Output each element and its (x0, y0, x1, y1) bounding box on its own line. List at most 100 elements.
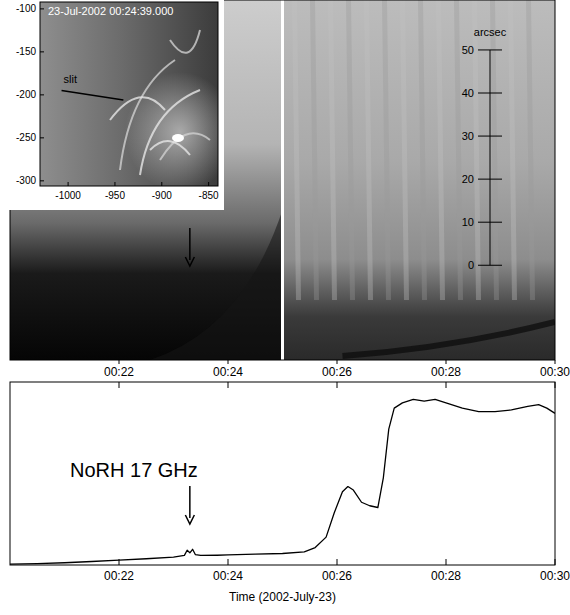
inset-loop (160, 133, 210, 160)
arrow-head (185, 257, 194, 266)
x-tick (446, 559, 447, 565)
x-tick-top (228, 382, 229, 388)
figure: 0 10 20 30 40 50arcsec 00:22 00:24 00:26 00:28 00:… (0, 0, 570, 615)
scale-tick (478, 93, 502, 94)
scale-bar (490, 50, 491, 265)
image-texture (439, 0, 443, 300)
x-tick (119, 559, 120, 565)
x-tick-label: 00:28 (431, 365, 461, 379)
inset-loop (110, 97, 165, 120)
slit-label: slit (64, 73, 77, 85)
top-image (10, 0, 555, 360)
x-tick-label: 00:30 (540, 365, 570, 379)
image-texture (403, 0, 407, 300)
x-tick-label: 00:28 (431, 569, 461, 583)
inset-y-label: -200 (16, 89, 36, 100)
x-tick-label: 00:26 (322, 365, 352, 379)
plot-area (10, 399, 555, 564)
image-texture (421, 0, 425, 300)
x-tick (446, 360, 447, 364)
image-right (283, 0, 556, 360)
image-texture (385, 0, 389, 300)
scale-tick (478, 179, 502, 180)
image-texture (295, 0, 299, 300)
inset-y-tick (40, 180, 44, 181)
inset-title: 23-Jul-2002 00:24:39.000 (48, 5, 173, 17)
x-tick-label: 00:22 (104, 365, 134, 379)
scale-label: 10 (462, 216, 474, 228)
x-tick (228, 360, 229, 364)
slit-line (62, 91, 124, 100)
scale-tick (478, 222, 502, 223)
image-texture (493, 0, 497, 300)
scale-label: 0 (468, 259, 474, 271)
inset-y-label: -100 (16, 3, 36, 14)
inset-loop (170, 30, 200, 53)
x-tick-label: 00:30 (540, 569, 570, 583)
scale-label: 40 (462, 87, 474, 99)
inset-frame (40, 2, 218, 186)
inset-x-label: -950 (105, 190, 125, 201)
inset-loop (150, 141, 190, 155)
inset-y-tick (40, 137, 44, 138)
x-tick-top (446, 382, 447, 388)
x-tick (228, 559, 229, 565)
top-frame (10, 0, 555, 360)
x-tick (119, 360, 120, 364)
scale-title: arcsec (474, 26, 507, 38)
inset-x-label: -900 (152, 190, 172, 201)
time-marker-line (281, 0, 284, 360)
inset-glow (125, 72, 218, 186)
scale-label: 30 (462, 130, 474, 142)
inset-y-tick (40, 51, 44, 52)
scale-label: 20 (462, 173, 474, 185)
inset-loop (120, 60, 175, 170)
inset-y-label: -300 (16, 175, 36, 186)
arrow (185, 486, 194, 524)
inset-y-tick (40, 94, 44, 95)
scale-label: 50 (462, 44, 474, 56)
inset-kernel (172, 134, 184, 142)
image-streak (343, 322, 556, 356)
image-left (10, 0, 283, 360)
panel-title: NoRH 17 GHz (70, 459, 198, 481)
image-texture (331, 0, 335, 300)
arrow-head (185, 515, 194, 524)
inset-x-tick (208, 182, 209, 186)
x-tick-top (555, 382, 556, 388)
image-front (150, 210, 283, 360)
inset-x-tick (114, 182, 115, 186)
inset-x-tick (161, 182, 162, 186)
arrow (185, 228, 194, 266)
scale-tick (478, 49, 502, 50)
light-curve (10, 399, 555, 564)
inset-image (40, 2, 218, 186)
x-tick-label: 00:26 (322, 569, 352, 583)
x-tick-label: 00:24 (213, 365, 243, 379)
scale-tick (478, 265, 502, 266)
image-texture (457, 0, 461, 300)
inset-x-label: -850 (199, 190, 219, 201)
scale-tick (478, 136, 502, 137)
arrow-shaft (189, 228, 191, 260)
x-tick (555, 559, 556, 565)
x-tick (555, 360, 556, 364)
x-tick-label: 00:24 (213, 569, 243, 583)
image-texture (313, 0, 317, 300)
image-texture (367, 0, 371, 300)
x-tick-label: 00:22 (104, 569, 134, 583)
inset-y-label: -250 (16, 132, 36, 143)
x-tick (337, 559, 338, 565)
x-tick-top (119, 382, 120, 388)
x-axis-title: Time (2002-July-23) (229, 590, 336, 604)
x-tick-top (337, 382, 338, 388)
image-texture (529, 0, 533, 300)
inset-y-tick (40, 8, 44, 9)
image-texture (349, 0, 353, 300)
inset-y-label: -150 (16, 46, 36, 57)
inset-x-label: -1000 (55, 190, 81, 201)
arrow-shaft (189, 486, 191, 518)
image-texture (511, 0, 515, 300)
image-texture (475, 0, 479, 300)
inset-x-tick (68, 182, 69, 186)
